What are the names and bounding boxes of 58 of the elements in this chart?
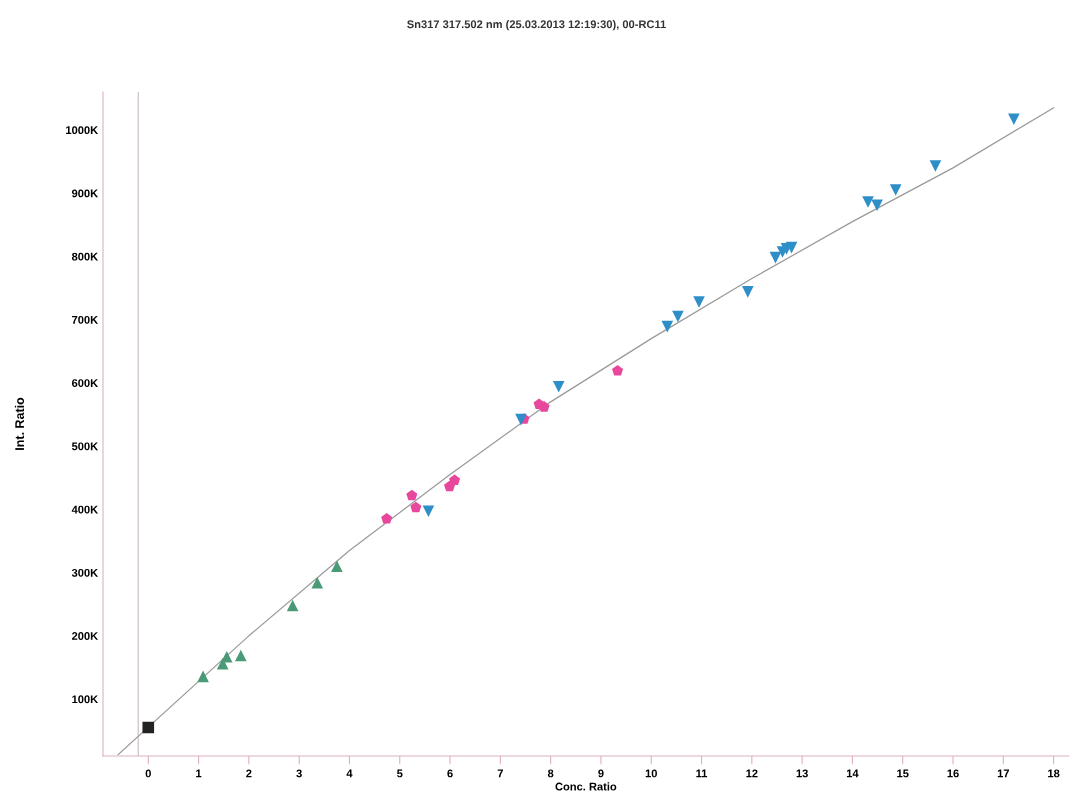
y-tick-label: 100K — [72, 695, 99, 704]
point — [381, 513, 393, 524]
point — [769, 251, 782, 264]
point — [785, 241, 798, 254]
x-tick-label: 12 — [746, 769, 758, 778]
point — [862, 196, 874, 208]
x-tick-label: 18 — [1048, 769, 1060, 778]
point — [142, 721, 155, 734]
x-tick-label: 11 — [696, 769, 708, 778]
point — [449, 474, 461, 485]
point — [311, 576, 324, 589]
point — [331, 560, 343, 573]
x-tick-label: 16 — [947, 769, 959, 778]
x-tick-label: 9 — [598, 769, 604, 778]
x-tick-label: 5 — [397, 769, 403, 778]
point — [197, 670, 209, 683]
x-tick-label: 15 — [897, 769, 909, 778]
point — [871, 199, 883, 212]
y-axis-title: Int. Ratio — [14, 397, 25, 450]
point — [742, 286, 754, 298]
point — [693, 296, 705, 308]
x-tick-label: 1 — [196, 769, 202, 778]
y-tick-label: 900K — [71, 189, 99, 198]
x-tick-label: 7 — [497, 769, 503, 778]
point — [538, 401, 550, 412]
y-tick-label: 400K — [71, 505, 99, 514]
x-tick-label: 17 — [997, 769, 1010, 778]
y-tick-label: 600K — [71, 379, 99, 388]
point — [612, 365, 624, 376]
x-tick-label: 0 — [145, 769, 151, 778]
x-tick-label: 13 — [796, 769, 808, 778]
point — [929, 160, 942, 172]
y-tick-label: 1000K — [66, 126, 99, 135]
x-axis-title: Conc. Ratio — [555, 782, 617, 791]
line-series — [117, 107, 1055, 756]
point — [889, 184, 902, 196]
y-tick-label: 200K — [71, 632, 99, 640]
x-tick-label: 10 — [645, 769, 657, 778]
point — [406, 489, 418, 501]
point — [286, 599, 299, 612]
point — [422, 505, 435, 518]
y-tick-label: 300K — [71, 568, 99, 577]
y-tick-label: 500K — [71, 442, 99, 451]
x-tick-label: 4 — [346, 769, 353, 778]
y-tick-label: 800K — [71, 252, 99, 261]
x-tick-label: 14 — [846, 769, 859, 778]
point — [235, 649, 247, 662]
point — [1008, 113, 1020, 125]
x-tick-label: 6 — [447, 769, 453, 778]
chart-title: Sn317 317.502 nm (25.03.2013 12:19:30), 00-RC11 — [407, 20, 666, 31]
point — [661, 320, 674, 333]
x-tick-label: 3 — [296, 769, 302, 778]
point — [552, 380, 565, 393]
x-tick-label: 8 — [547, 769, 554, 778]
point — [672, 310, 684, 323]
x-tick-label: 2 — [246, 769, 252, 778]
point — [410, 501, 422, 513]
y-tick-label: 700K — [72, 315, 99, 324]
